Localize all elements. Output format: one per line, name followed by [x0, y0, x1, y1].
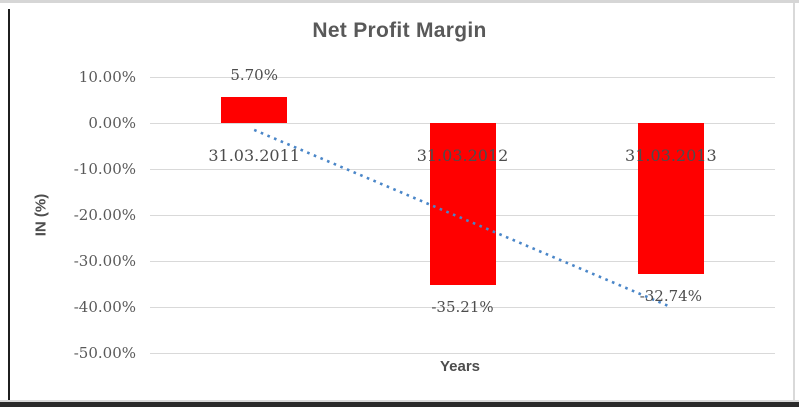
bar[interactable] — [221, 96, 288, 123]
top-border — [0, 0, 799, 3]
chart-title: Net Profit Margin — [312, 19, 487, 42]
bar[interactable] — [429, 123, 496, 285]
y-tick-label: 0.00% — [88, 114, 136, 132]
gridline — [150, 77, 775, 78]
y-tick-label: -20.00% — [73, 206, 136, 224]
category-label: 31.03.2011 — [208, 146, 300, 165]
value-label: 5.70% — [230, 65, 278, 84]
x-axis-title: Years — [439, 358, 481, 375]
y-tick-label: -30.00% — [73, 252, 136, 270]
value-label: -35.21% — [431, 297, 494, 316]
bar[interactable] — [637, 123, 704, 274]
bottom-border-line — [0, 400, 799, 402]
left-border — [8, 9, 10, 402]
gridline — [150, 307, 775, 308]
value-label: -32.74% — [639, 286, 702, 305]
right-border — [793, 3, 795, 401]
bottom-border — [0, 402, 799, 407]
y-tick-label: 10.00% — [78, 68, 136, 86]
y-tick-label: -50.00% — [73, 344, 136, 362]
category-label: 31.03.2012 — [416, 146, 509, 165]
category-label: 31.03.2013 — [625, 146, 717, 165]
y-tick-label: -10.00% — [73, 160, 136, 178]
y-tick-label: -40.00% — [73, 298, 136, 316]
gridline — [150, 353, 775, 354]
